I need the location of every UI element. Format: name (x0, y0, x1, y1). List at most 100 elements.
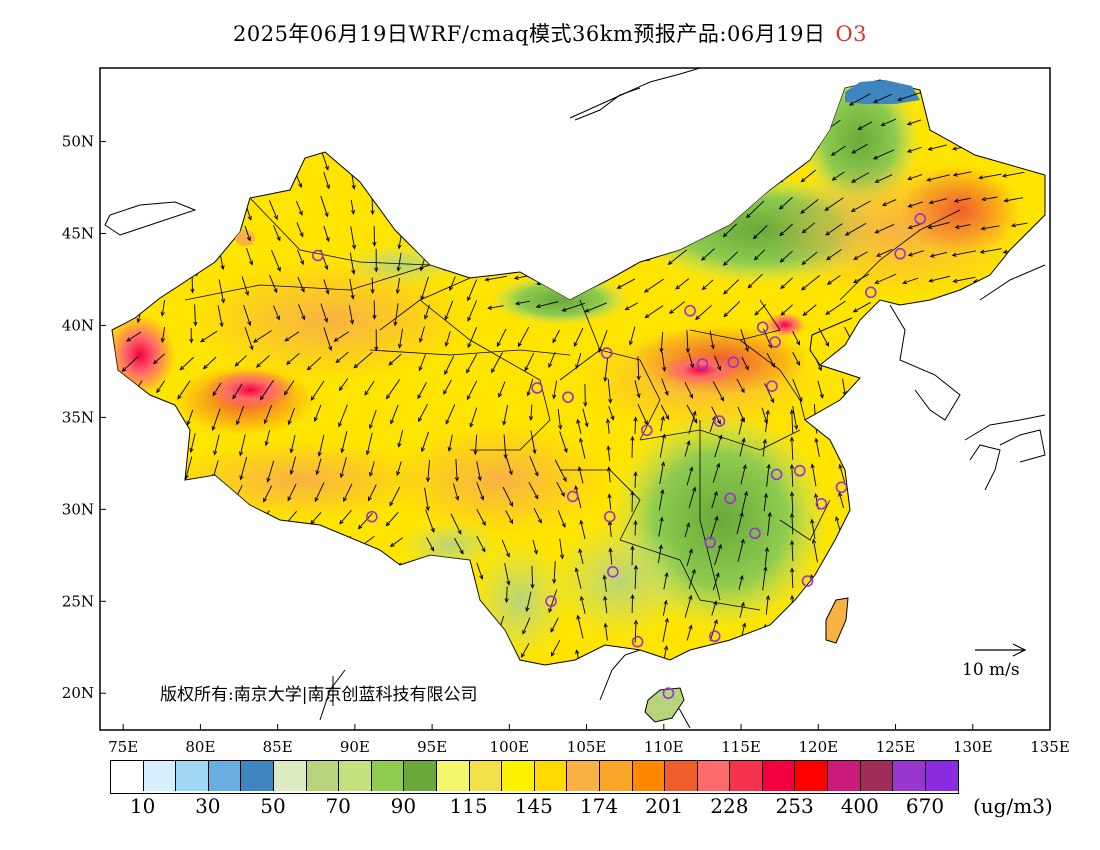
wind-arrow (353, 351, 373, 369)
wind-arrow (552, 691, 557, 712)
wind-arrow (177, 380, 191, 400)
wind-arrow (917, 671, 921, 692)
wind-arrow (561, 302, 585, 312)
wind-arrow (483, 117, 504, 124)
wind-arrow (217, 305, 224, 328)
station-marker (815, 498, 828, 510)
legend-swatch (632, 761, 666, 791)
wind-arrow (503, 434, 508, 460)
wind-arrow (902, 277, 919, 285)
wind-arrow (358, 616, 375, 634)
wind-arrow (915, 621, 921, 644)
wind-arrow (669, 301, 686, 314)
wind-arrow (831, 171, 845, 181)
legend-swatch (241, 761, 274, 791)
station-marker (600, 347, 613, 359)
legend-tick-label: 228 (710, 794, 749, 818)
wind-arrow (345, 147, 351, 165)
wind-arrow (442, 118, 453, 141)
wind-arrow (637, 403, 648, 426)
wind-arrow (418, 199, 426, 220)
wind-arrow (504, 563, 511, 586)
wind-arrow (476, 562, 484, 580)
wind-arrow (256, 535, 274, 549)
wind-arrow (642, 146, 661, 159)
wind-arrow (368, 484, 377, 502)
wind-arrow (181, 637, 192, 655)
wind-arrow (502, 404, 508, 426)
wind-arrow (800, 199, 819, 214)
wind-arrow (368, 461, 375, 478)
wind-arrow (1027, 622, 1035, 641)
wind-arrow (269, 274, 278, 294)
wind-arrow (383, 588, 401, 600)
wind-arrow (583, 383, 588, 408)
legend-tick-label: 253 (775, 794, 814, 818)
wind-arrow (573, 328, 584, 347)
wind-arrow (814, 437, 820, 457)
wind-arrow (659, 461, 666, 485)
wind-arrow (780, 277, 793, 290)
wind-arrow (852, 302, 871, 313)
wind-arrow (746, 200, 765, 219)
wind-arrow (701, 248, 715, 261)
wind-arrow (952, 171, 972, 177)
wind-arrow (700, 172, 714, 185)
wind-arrow (777, 95, 793, 110)
y-tick-label: 30N (62, 500, 94, 518)
wind-arrow (576, 614, 584, 639)
wind-arrow (712, 462, 721, 483)
wind-arrow (978, 144, 1000, 151)
station-marker (566, 490, 579, 503)
wind-arrow (336, 536, 352, 547)
wind-arrow (737, 677, 742, 695)
wind-arrow (428, 587, 436, 605)
wind-arrow (917, 411, 922, 431)
wind-arrow (658, 488, 665, 511)
wind-arrow (576, 418, 582, 434)
wind-arrow (1001, 616, 1010, 640)
wind-arrow (320, 94, 330, 118)
wind-arrow (666, 145, 686, 161)
color-legend (110, 760, 960, 794)
wind-arrow (495, 669, 503, 684)
wind-arrow (951, 250, 977, 257)
wind-arrow (112, 433, 117, 454)
wind-arrow (561, 197, 581, 205)
wind-arrow (814, 623, 820, 639)
wind-arrow (133, 459, 142, 484)
wind-arrow (981, 196, 998, 202)
legend-swatch (665, 761, 698, 791)
wind-arrow (737, 538, 745, 563)
wind-arrow (418, 354, 426, 372)
wind-arrow (799, 122, 817, 138)
wind-arrow (644, 226, 659, 236)
wind-arrow (943, 671, 946, 694)
wind-arrow (830, 145, 846, 156)
wind-arrow (738, 416, 745, 435)
wind-arrow (397, 328, 404, 349)
wind-arrow (425, 509, 435, 533)
wind-arrow (834, 544, 843, 566)
wind-arrow (112, 538, 115, 548)
wind-arrow (667, 249, 688, 266)
wind-arrow (1005, 304, 1024, 310)
wind-arrow (633, 519, 638, 536)
wind-arrow (501, 539, 510, 558)
legend-swatch (599, 761, 633, 791)
wind-arrow (449, 276, 456, 292)
wind-arrow (393, 303, 399, 327)
legend-tick-label: 10 (129, 794, 156, 818)
wind-arrow (1024, 466, 1031, 483)
wind-arrow (763, 492, 768, 512)
station-marker (312, 249, 324, 262)
wind-arrow (186, 409, 194, 426)
wind-arrow (929, 251, 947, 258)
wind-arrow (789, 540, 795, 562)
x-tick-label: 115E (721, 738, 761, 756)
wind-arrow (147, 535, 166, 550)
wind-arrow (971, 329, 976, 351)
wind-arrow (155, 642, 166, 661)
wind-arrow (891, 573, 897, 591)
x-tick-label: 125E (876, 738, 916, 756)
